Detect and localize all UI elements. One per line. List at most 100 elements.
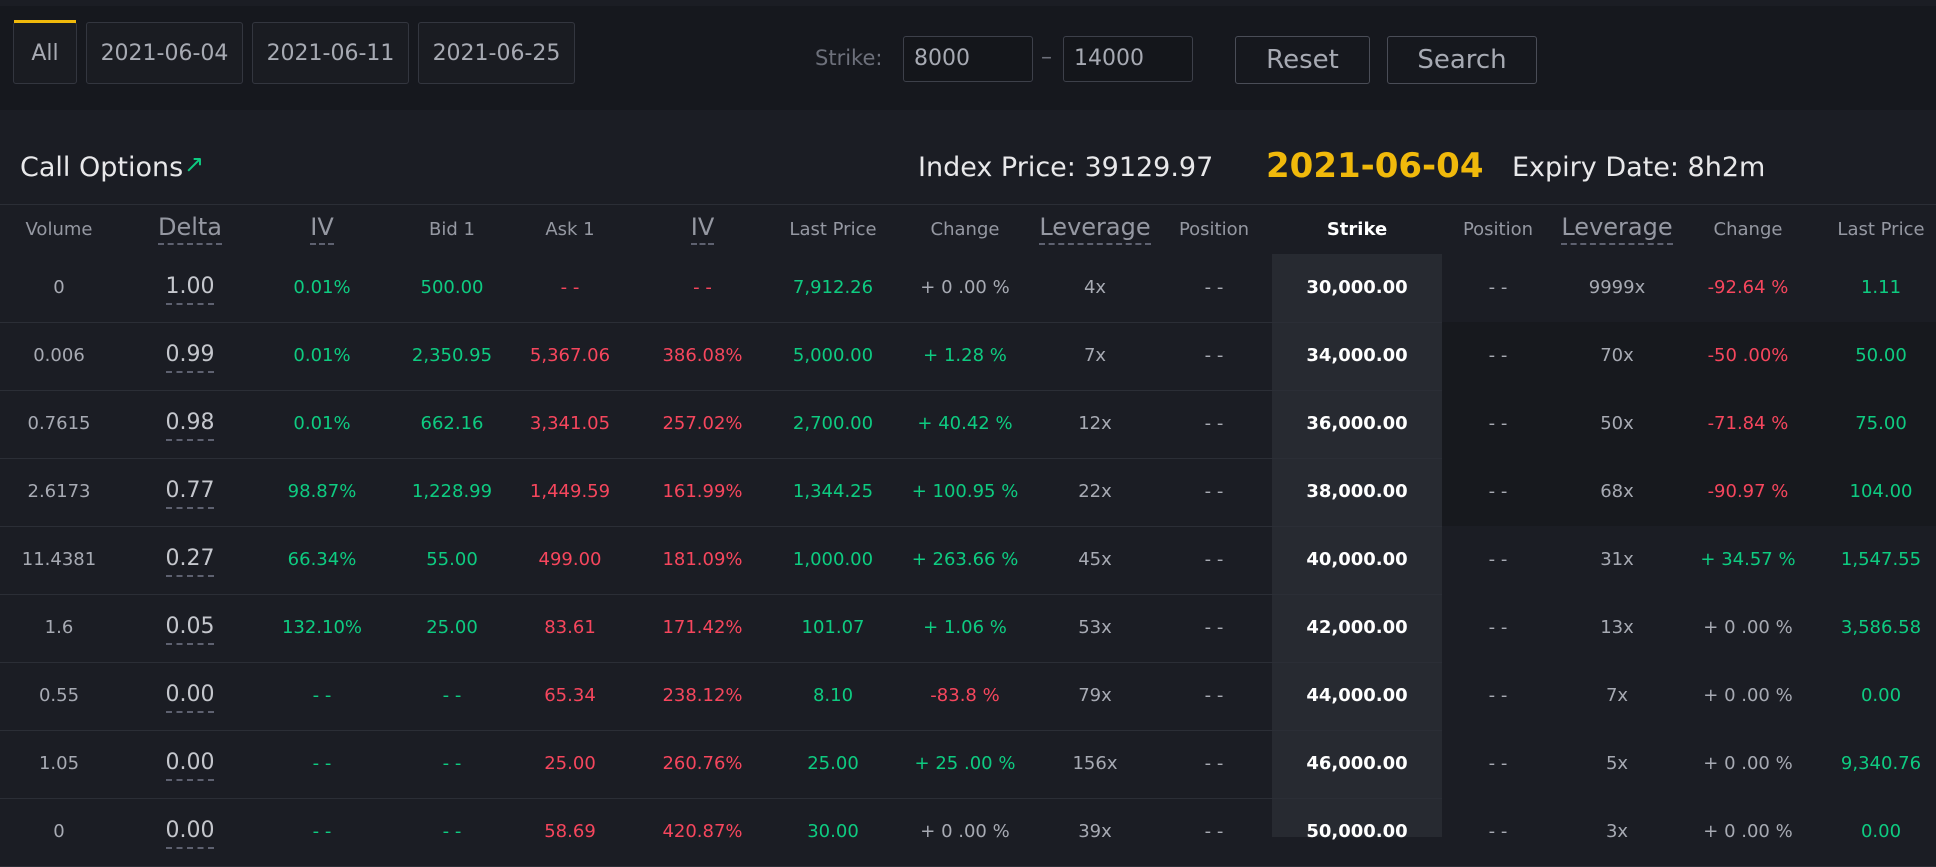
col-delta[interactable]: Delta: [130, 205, 250, 255]
bid-cell[interactable]: 2,350.95: [411, 345, 493, 366]
iv-ask-cell: 181.09%: [662, 549, 743, 570]
table-row[interactable]: 0.55 0.00 - - - - 65.34 238.12% 8.10 -83…: [0, 662, 1936, 731]
delta-cell: 0.27: [130, 526, 250, 594]
leverage-cell: 12x: [1078, 413, 1112, 434]
strike-cell: 40,000.00: [1306, 549, 1408, 570]
tab-expiry-2021-06-11[interactable]: 2021-06-11: [252, 22, 409, 84]
leverage-cell: 156x: [1072, 753, 1118, 774]
ask-cell[interactable]: 5,367.06: [529, 345, 611, 366]
strike-column-background: [1272, 254, 1442, 837]
strike-max-input[interactable]: 14000: [1063, 36, 1193, 82]
put-leverage-cell: 9999x: [1588, 277, 1646, 298]
put-change-cell: + 0 .00 %: [1703, 821, 1793, 842]
table-row[interactable]: 11.4381 0.27 66.34% 55.00 499.00 181.09%…: [0, 526, 1936, 595]
last-price-cell: 101.07: [801, 617, 865, 638]
col-put-change: Change: [1713, 219, 1783, 240]
col-leverage[interactable]: Leverage: [1030, 205, 1160, 255]
last-price-cell: 1,344.25: [792, 481, 874, 502]
col-strike: Strike: [1326, 219, 1388, 240]
iv-bid-cell: - -: [312, 685, 332, 706]
ask-cell[interactable]: 499.00: [538, 549, 602, 570]
table-row[interactable]: 0 1.00 0.01% 500.00 - - - - 7,912.26 + 0…: [0, 254, 1936, 323]
put-position-cell: - -: [1488, 481, 1508, 502]
tab-expiry-2021-06-25[interactable]: 2021-06-25: [418, 22, 575, 84]
filter-bar: All 2021-06-04 2021-06-11 2021-06-25 Str…: [0, 6, 1936, 110]
strike-cell: 46,000.00: [1306, 753, 1408, 774]
ask-cell[interactable]: 1,449.59: [529, 481, 611, 502]
table-row[interactable]: 0.7615 0.98 0.01% 662.16 3,341.05 257.02…: [0, 390, 1936, 459]
bid-cell[interactable]: 500.00: [420, 277, 484, 298]
table-row[interactable]: 1.05 0.00 - - - - 25.00 260.76% 25.00 + …: [0, 730, 1936, 799]
volume-cell: 1.05: [38, 753, 80, 774]
put-change-cell: + 34.57 %: [1700, 549, 1796, 570]
tab-expiry-2021-06-04[interactable]: 2021-06-04: [86, 22, 243, 84]
strike-filter-label: Strike:: [815, 46, 883, 70]
put-last-price-cell: 9,340.76: [1840, 753, 1922, 774]
table-header: Volume Delta IV Bid 1 Ask 1 IV Last Pric…: [0, 204, 1936, 255]
iv-bid-cell: 132.10%: [281, 617, 363, 638]
ask-cell[interactable]: 58.69: [544, 821, 596, 842]
put-last-price-cell: 1.11: [1860, 277, 1902, 298]
volume-cell: 0: [53, 821, 65, 842]
last-price-cell: 2,700.00: [792, 413, 874, 434]
put-leverage-cell: 31x: [1600, 549, 1634, 570]
position-cell: - -: [1204, 345, 1224, 366]
col-put-last-price: Last Price: [1837, 219, 1925, 240]
reset-button[interactable]: Reset: [1235, 36, 1370, 84]
bid-cell[interactable]: 1,228.99: [411, 481, 493, 502]
ask-cell[interactable]: 65.34: [544, 685, 596, 706]
delta-cell: 0.00: [130, 730, 250, 798]
table-row[interactable]: 1.6 0.05 132.10% 25.00 83.61 171.42% 101…: [0, 594, 1936, 663]
put-last-price-cell: 50.00: [1855, 345, 1907, 366]
ask-cell[interactable]: - -: [560, 277, 580, 298]
put-last-price-cell: 0.00: [1860, 685, 1902, 706]
ask-cell[interactable]: 3,341.05: [529, 413, 611, 434]
strike-cell: 42,000.00: [1306, 617, 1408, 638]
table-row[interactable]: 0.006 0.99 0.01% 2,350.95 5,367.06 386.0…: [0, 322, 1936, 391]
col-iv-ask[interactable]: IV: [640, 205, 765, 255]
put-change-cell: + 0 .00 %: [1703, 753, 1793, 774]
iv-ask-cell: - -: [693, 277, 712, 298]
bid-cell[interactable]: 662.16: [420, 413, 484, 434]
leverage-cell: 22x: [1078, 481, 1112, 502]
delta-cell: 0.77: [130, 458, 250, 526]
put-change-cell: -71.84 %: [1707, 413, 1789, 434]
delta-cell: 0.05: [130, 594, 250, 662]
change-cell: + 25 .00 %: [914, 753, 1016, 774]
put-position-cell: - -: [1488, 277, 1508, 298]
bid-cell[interactable]: - -: [442, 685, 462, 706]
volume-cell: 11.4381: [21, 549, 97, 570]
leverage-cell: 4x: [1083, 277, 1107, 298]
change-cell: + 0 .00 %: [920, 821, 1010, 842]
put-change-cell: -92.64 %: [1707, 277, 1789, 298]
call-options-title: Call Options: [20, 152, 184, 183]
leverage-cell: 7x: [1083, 345, 1107, 366]
search-button[interactable]: Search: [1387, 36, 1537, 84]
put-position-cell: - -: [1488, 821, 1508, 842]
delta-cell: 0.99: [130, 322, 250, 390]
iv-bid-cell: - -: [312, 821, 332, 842]
volume-cell: 0.55: [38, 685, 80, 706]
leverage-cell: 79x: [1078, 685, 1112, 706]
volume-cell: 0.7615: [27, 413, 91, 434]
bid-cell[interactable]: 55.00: [426, 549, 478, 570]
bid-cell[interactable]: 25.00: [426, 617, 478, 638]
volume-cell: 1.6: [44, 617, 74, 638]
col-put-leverage[interactable]: Leverage: [1552, 205, 1682, 255]
tab-all[interactable]: All: [13, 20, 77, 84]
iv-bid-cell: 66.34%: [287, 549, 357, 570]
bid-cell[interactable]: - -: [442, 821, 462, 842]
leverage-cell: 53x: [1078, 617, 1112, 638]
table-row[interactable]: 0 0.00 - - - - 58.69 420.87% 30.00 + 0 .…: [0, 798, 1936, 867]
volume-cell: 2.6173: [27, 481, 91, 502]
iv-bid-cell: - -: [312, 753, 332, 774]
put-leverage-cell: 68x: [1600, 481, 1634, 502]
iv-bid-cell: 98.87%: [287, 481, 357, 502]
ask-cell[interactable]: 83.61: [544, 617, 596, 638]
col-iv-bid[interactable]: IV: [260, 205, 384, 255]
bid-cell[interactable]: - -: [442, 753, 462, 774]
strike-min-input[interactable]: 8000: [903, 36, 1033, 82]
ask-cell[interactable]: 25.00: [544, 753, 596, 774]
table-row[interactable]: 2.6173 0.77 98.87% 1,228.99 1,449.59 161…: [0, 458, 1936, 527]
position-cell: - -: [1204, 617, 1224, 638]
